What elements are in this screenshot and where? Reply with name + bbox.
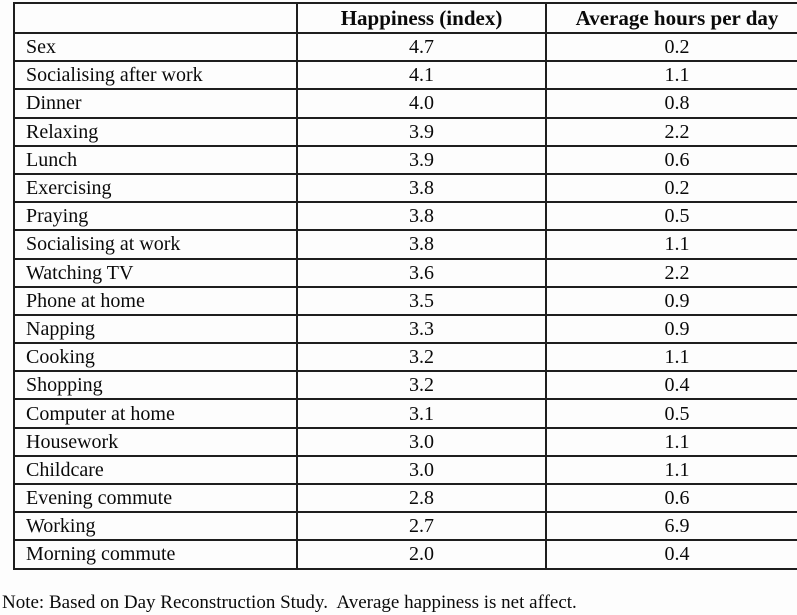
activity-cell: Napping (13, 313, 298, 345)
hours-cell: 2.2 (545, 257, 797, 288)
hours-cell: 0.4 (545, 539, 797, 570)
hours-cell: 0.2 (545, 31, 797, 63)
hours-cell: 1.1 (545, 454, 797, 486)
happiness-cell: 3.5 (296, 285, 547, 316)
hours-cell: 1.1 (545, 60, 797, 91)
table-row: Computer at home 3.1 0.5 (13, 398, 797, 429)
happiness-cell: 4.0 (296, 88, 547, 119)
column-header-hours: Average hours per day (545, 2, 797, 34)
activity-cell: Working (13, 511, 298, 542)
table-row: Praying 3.8 0.5 (13, 201, 797, 232)
activity-cell: Housework (13, 426, 298, 457)
hours-cell: 0.5 (545, 398, 797, 429)
table-row: Lunch 3.9 0.6 (13, 144, 797, 175)
table-row: Sex 4.7 0.2 (13, 31, 797, 63)
header-row: Happiness (index) Average hours per day (13, 2, 797, 34)
activity-cell: Morning commute (13, 539, 298, 570)
hours-cell: 2.2 (545, 116, 797, 147)
happiness-cell: 3.8 (296, 201, 547, 232)
happiness-cell: 3.1 (296, 398, 547, 429)
table-row: Shopping 3.2 0.4 (13, 370, 797, 401)
hours-cell: 0.4 (545, 370, 797, 401)
table-row: Dinner 4.0 0.8 (13, 88, 797, 119)
table-row: Housework 3.0 1.1 (13, 426, 797, 457)
happiness-cell: 2.8 (296, 482, 547, 514)
activity-cell: Sex (13, 31, 298, 63)
happiness-cell: 2.0 (296, 539, 547, 570)
column-header-activity (13, 2, 298, 34)
table-row: Working 2.7 6.9 (13, 511, 797, 542)
hours-cell: 0.9 (545, 313, 797, 345)
happiness-cell: 3.0 (296, 426, 547, 457)
hours-cell: 0.6 (545, 482, 797, 514)
activity-cell: Computer at home (13, 398, 298, 429)
hours-cell: 0.8 (545, 88, 797, 119)
table-row: Cooking 3.2 1.1 (13, 342, 797, 373)
table-row: Evening commute 2.8 0.6 (13, 482, 797, 514)
table-row: Phone at home 3.5 0.9 (13, 285, 797, 316)
happiness-cell: 3.2 (296, 342, 547, 373)
activity-cell: Socialising at work (13, 229, 298, 260)
table-row: Morning commute 2.0 0.4 (13, 539, 797, 570)
table-note: Note: Based on Day Reconstruction Study.… (2, 592, 577, 613)
happiness-cell: 4.1 (296, 60, 547, 91)
activity-cell: Shopping (13, 370, 298, 401)
activity-cell: Evening commute (13, 482, 298, 514)
table-row: Childcare 3.0 1.1 (13, 454, 797, 486)
happiness-cell: 3.6 (296, 257, 547, 288)
activity-cell: Lunch (13, 144, 298, 175)
activity-cell: Socialising after work (13, 60, 298, 91)
hours-cell: 0.5 (545, 201, 797, 232)
happiness-cell: 3.8 (296, 172, 547, 204)
happiness-by-activity-table: Happiness (index) Average hours per day … (13, 2, 797, 570)
table-row: Relaxing 3.9 2.2 (13, 116, 797, 147)
activity-cell: Praying (13, 201, 298, 232)
table-row: Napping 3.3 0.9 (13, 313, 797, 345)
column-header-happiness: Happiness (index) (296, 2, 547, 34)
happiness-cell: 4.7 (296, 31, 547, 63)
activity-cell: Phone at home (13, 285, 298, 316)
table-row: Socialising at work 3.8 1.1 (13, 229, 797, 260)
table-row: Watching TV 3.6 2.2 (13, 257, 797, 288)
hours-cell: 1.1 (545, 229, 797, 260)
hours-cell: 6.9 (545, 511, 797, 542)
hours-cell: 0.9 (545, 285, 797, 316)
happiness-cell: 3.0 (296, 454, 547, 486)
table-row: Exercising 3.8 0.2 (13, 172, 797, 204)
hours-cell: 0.6 (545, 144, 797, 175)
activity-cell: Cooking (13, 342, 298, 373)
table-row: Socialising after work 4.1 1.1 (13, 60, 797, 91)
hours-cell: 0.2 (545, 172, 797, 204)
activity-cell: Dinner (13, 88, 298, 119)
hours-cell: 1.1 (545, 342, 797, 373)
happiness-cell: 3.3 (296, 313, 547, 345)
activity-cell: Relaxing (13, 116, 298, 147)
activity-cell: Childcare (13, 454, 298, 486)
happiness-cell: 3.8 (296, 229, 547, 260)
hours-cell: 1.1 (545, 426, 797, 457)
happiness-cell: 2.7 (296, 511, 547, 542)
happiness-cell: 3.2 (296, 370, 547, 401)
happiness-cell: 3.9 (296, 144, 547, 175)
activity-cell: Watching TV (13, 257, 298, 288)
happiness-cell: 3.9 (296, 116, 547, 147)
activity-cell: Exercising (13, 172, 298, 204)
